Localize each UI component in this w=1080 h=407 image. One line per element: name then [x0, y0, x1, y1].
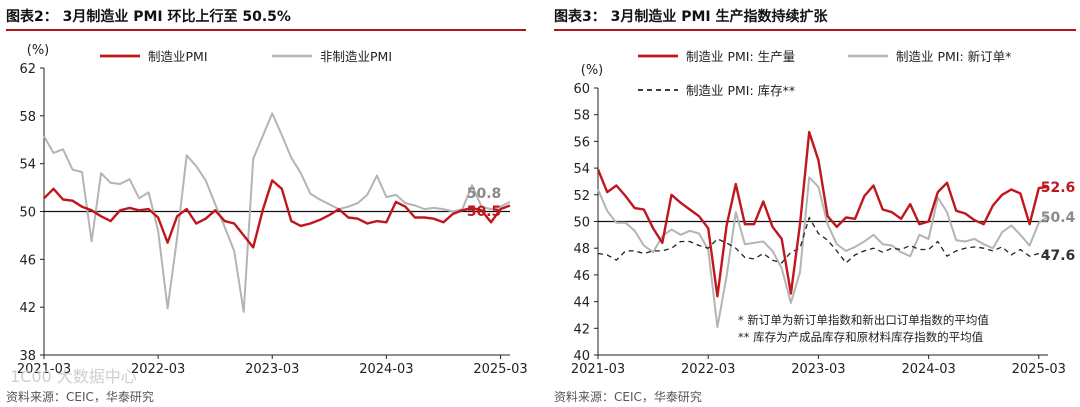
y-tick-label: 52 [573, 189, 590, 204]
chart-source: 资料来源：CEIC，华泰研究 [554, 390, 702, 404]
x-tick-label: 2023-03 [245, 362, 299, 377]
end-value-label-gray: 50.4 [1041, 210, 1076, 226]
chart-source: 资料来源：CEIC，华泰研究 [6, 390, 154, 404]
pmi-line-chart: (%) 38 42 46 50 54 58 62 2021-03 2022-03 2023-03 20… [10, 43, 528, 386]
legend-label-gray: 制造业 PMI: 新订单* [896, 49, 1011, 64]
y-axis-label: (%) [27, 43, 50, 58]
series-line-red [596, 130, 1049, 298]
legend-label-dashed: 制造业 PMI: 库存** [686, 83, 795, 98]
y-tick-label: 58 [573, 109, 590, 124]
y-tick-label: 46 [19, 253, 36, 268]
end-value-label-dashed: 47.6 [1041, 248, 1076, 264]
chart-title: 图表2： 3月制造业 PMI 环比上行至 50.5% [6, 9, 291, 25]
end-value-label-gray: 50.8 [467, 186, 502, 202]
chart-panel-production-index: 图表3： 3月制造业 PMI 生产指数持续扩张 (%) 40 42 44 46 48 50 5… [548, 0, 1080, 407]
x-tick-label: 2023-03 [791, 362, 845, 377]
y-tick-label: 60 [573, 82, 590, 97]
x-tick-label: 2021-03 [571, 362, 625, 377]
title-divider [6, 29, 526, 31]
chart-footnote: * 新订单为新订单指数和新出口订单指数的平均值 [738, 313, 989, 327]
series-line-gray [597, 176, 1049, 328]
y-tick-label: 62 [19, 62, 36, 77]
y-tick-label: 44 [573, 296, 590, 311]
y-tick-label: 54 [19, 158, 36, 173]
x-tick-label: 2021-03 [17, 362, 71, 377]
chart-footnote: ** 库存为产成品库存和原材料库存指数的平均值 [738, 330, 984, 344]
x-tick-label: 2024-03 [359, 362, 413, 377]
end-value-label-red: 50.5 [467, 204, 502, 220]
production-line-chart: (%) 40 42 44 46 48 50 52 54 56 58 60 2021-03 2022-03 2… [571, 49, 1076, 377]
legend-label-red: 制造业 PMI: 生产量 [686, 49, 795, 64]
y-tick-label: 38 [19, 349, 36, 364]
series-line-dashed [597, 216, 1048, 264]
y-tick-label: 58 [19, 110, 36, 125]
y-tick-label: 50 [573, 216, 590, 231]
chart-panel-manufacturing-pmi: 图表2： 3月制造业 PMI 环比上行至 50.5% (%) 38 42 46 50 54… [0, 0, 530, 407]
legend-label-red: 制造业PMI [148, 49, 208, 64]
y-axis-label: (%) [581, 63, 604, 78]
watermark: 1C00 大数据中心 [10, 367, 137, 386]
chart-title: 图表3： 3月制造业 PMI 生产指数持续扩张 [554, 9, 828, 25]
y-tick-label: 50 [19, 206, 36, 221]
y-tick-label: 40 [573, 349, 590, 364]
x-tick-label: 2022-03 [681, 362, 735, 377]
y-tick-label: 42 [573, 322, 590, 337]
x-tick-label: 2024-03 [901, 362, 955, 377]
y-tick-label: 46 [573, 269, 590, 284]
y-tick-label: 48 [573, 242, 590, 257]
y-tick-label: 42 [19, 301, 36, 316]
series-line-red [43, 179, 511, 249]
end-value-label-red: 52.6 [1041, 180, 1076, 196]
x-tick-label: 2025-03 [473, 362, 527, 377]
y-tick-label: 54 [573, 162, 590, 177]
title-divider [554, 29, 1076, 31]
series-line-gray [43, 112, 511, 313]
x-tick-label: 2022-03 [131, 362, 185, 377]
legend-label-gray: 非制造业PMI [320, 49, 392, 64]
x-tick-label: 2025-03 [1012, 362, 1066, 377]
y-tick-label: 56 [573, 135, 590, 150]
